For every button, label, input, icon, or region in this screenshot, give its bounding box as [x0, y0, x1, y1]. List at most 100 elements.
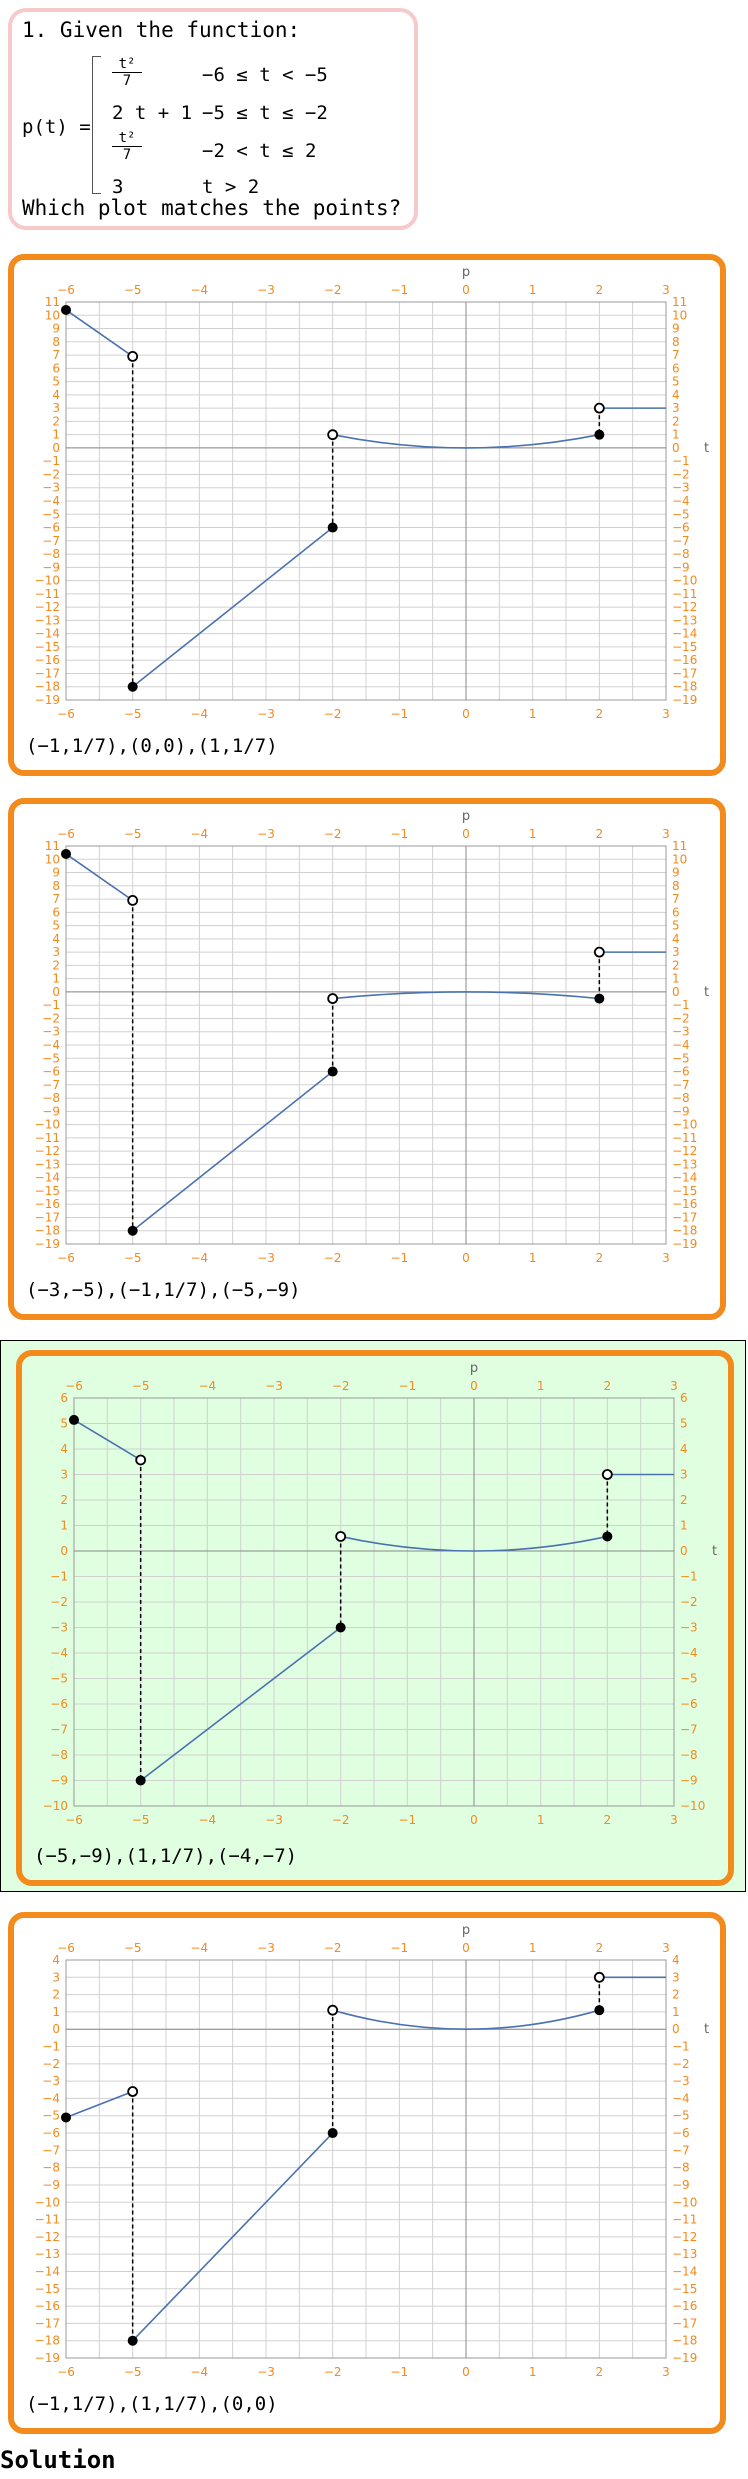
plot-frame [65, 1959, 667, 2359]
y-tick-label-left: −9 [42, 560, 60, 574]
y-tick-label-right: −13 [672, 1157, 697, 1171]
y-tick-label-left: −13 [35, 1157, 60, 1171]
function-segment [132, 2132, 334, 2342]
y-tick-label-right: 6 [672, 905, 680, 919]
closed-endpoint [335, 1622, 346, 1633]
y-tick-label-right: −4 [672, 1038, 690, 1052]
y-tick-label-left: −2 [50, 1595, 68, 1609]
y-tick-label-right: −6 [672, 2126, 690, 2140]
y-tick-label-left: −10 [35, 574, 60, 588]
option-c[interactable]: −6 −6 −5 −5 −4 −4 −3 −3 −2 −2 −1 −1 0 0 1 1 2 2 3 3 −10 −10 −9… [16, 1350, 734, 1886]
x-tick-label-top: −5 [132, 1379, 150, 1393]
x-tick-label-top: −3 [257, 283, 275, 297]
x-tick-label-bottom: −5 [124, 2365, 142, 2379]
y-tick-label-left: 6 [52, 905, 60, 919]
y-tick-label-right: −2 [680, 1595, 698, 1609]
y-tick-label-right: 9 [672, 866, 680, 880]
y-tick-label-right: 8 [672, 335, 680, 349]
open-endpoint [127, 2086, 139, 2097]
option-b[interactable]: −6 −6 −5 −5 −4 −4 −3 −3 −2 −2 −1 −1 0 0 1 1 2 2 3 3 −19 −19 −1… [8, 798, 726, 1320]
x-tick-label-bottom: −1 [398, 1813, 416, 1827]
open-endpoint [127, 350, 139, 362]
open-endpoint [601, 1469, 613, 1480]
y-tick-label-right: 5 [672, 375, 680, 389]
x-tick-label-bottom: −2 [324, 707, 342, 721]
x-tick-label-top: −4 [190, 283, 208, 297]
closed-endpoint [61, 304, 71, 315]
option-a[interactable]: −6 −6 −5 −5 −4 −4 −3 −3 −2 −2 −1 −1 0 0 1 1 2 2 3 3 −19 −19 −1… [8, 254, 726, 776]
y-tick-label-right: −16 [672, 1197, 697, 1211]
y-tick-label-left: 11 [45, 295, 60, 309]
x-tick-label-top: 1 [537, 1379, 545, 1393]
y-tick-label-left: −11 [35, 2213, 60, 2227]
x-tick-label-bottom: 1 [529, 1251, 537, 1265]
x-tick-label-top: 1 [529, 827, 537, 841]
option-d[interactable]: −6 −6 −5 −5 −4 −4 −3 −3 −2 −2 −1 −1 0 0 1 1 2 2 3 3 −19 −19 −1… [8, 1912, 726, 2434]
y-tick-label-right: −1 [672, 998, 690, 1012]
y-tick-label-right: −6 [672, 521, 690, 535]
option-c-caption: (−5,−9),(1,1/7),(−4,−7) [34, 1845, 298, 1867]
y-tick-label-right: −2 [672, 1011, 690, 1025]
y-tick-label-right: −7 [680, 1723, 698, 1737]
y-tick-label-left: 0 [52, 2022, 60, 2036]
function-curve [332, 991, 600, 1000]
y-tick-label-left: −16 [35, 2299, 60, 2313]
y-tick-label-left: −7 [42, 2143, 60, 2157]
x-axis-label: t [704, 441, 709, 456]
y-tick-label-left: −12 [35, 1144, 60, 1158]
piecewise-brace [92, 56, 101, 194]
y-tick-label-right: 11 [672, 839, 687, 853]
y-tick-label-right: −8 [672, 2161, 690, 2175]
y-tick-label-right: −10 [672, 2195, 697, 2209]
open-endpoint [127, 894, 139, 906]
y-tick-label-right: 11 [672, 295, 687, 309]
x-axis-label: t [704, 985, 709, 1000]
y-tick-label-left: −8 [50, 1748, 68, 1762]
y-tick-label-right: 3 [680, 1468, 688, 1482]
y-tick-label-right: −4 [672, 494, 690, 508]
y-tick-label-right: 3 [672, 401, 680, 415]
y-tick-label-left: −10 [43, 1799, 68, 1813]
y-tick-label-right: 4 [672, 1953, 680, 1967]
x-tick-label-top: 2 [604, 1379, 612, 1393]
y-tick-label-right: −14 [672, 2264, 697, 2278]
y-tick-label-left: −12 [35, 2230, 60, 2244]
y-axis-label: p [462, 265, 470, 280]
y-tick-label-left: 5 [52, 919, 60, 933]
y-tick-label-left: −11 [35, 587, 60, 601]
plot-frame [73, 1397, 675, 1807]
function-curve [332, 2009, 600, 2030]
y-tick-label-left: 9 [52, 866, 60, 880]
y-tick-label-left: −3 [42, 2074, 60, 2088]
x-tick-label-bottom: 3 [670, 1813, 678, 1827]
y-tick-label-right: −3 [680, 1621, 698, 1635]
x-tick-label-top: −6 [57, 1941, 75, 1955]
y-tick-label-left: −10 [35, 2195, 60, 2209]
y-tick-label-right: 4 [672, 388, 680, 402]
y-tick-label-left: 4 [52, 932, 60, 946]
x-tick-label-bottom: −1 [390, 1251, 408, 1265]
y-tick-label-left: 4 [52, 1953, 60, 1967]
y-tick-label-right: −11 [672, 2213, 697, 2227]
y-tick-label-right: −3 [672, 2074, 690, 2088]
y-tick-label-right: −19 [672, 693, 697, 707]
y-tick-label-left: −4 [50, 1646, 68, 1660]
closed-endpoint [61, 2112, 71, 2123]
x-tick-label-bottom: −1 [390, 707, 408, 721]
y-tick-label-left: −19 [35, 2351, 60, 2365]
y-tick-label-right: −11 [672, 587, 697, 601]
x-tick-label-top: 2 [596, 1941, 604, 1955]
y-tick-label-right: −12 [672, 600, 697, 614]
x-tick-label-top: −4 [190, 1941, 208, 1955]
y-tick-label-left: −4 [42, 494, 60, 508]
x-tick-label-bottom: −6 [57, 1251, 75, 1265]
x-tick-label-top: −1 [390, 827, 408, 841]
y-tick-label-right: 5 [680, 1417, 688, 1431]
x-tick-label-top: 2 [596, 827, 604, 841]
y-tick-label-right: −1 [680, 1570, 698, 1584]
case-3-expr: t² 7 [112, 130, 142, 163]
y-tick-label-right: −11 [672, 1131, 697, 1145]
case-1-expr: t² 7 [112, 56, 142, 89]
x-tick-label-top: 0 [462, 283, 470, 297]
